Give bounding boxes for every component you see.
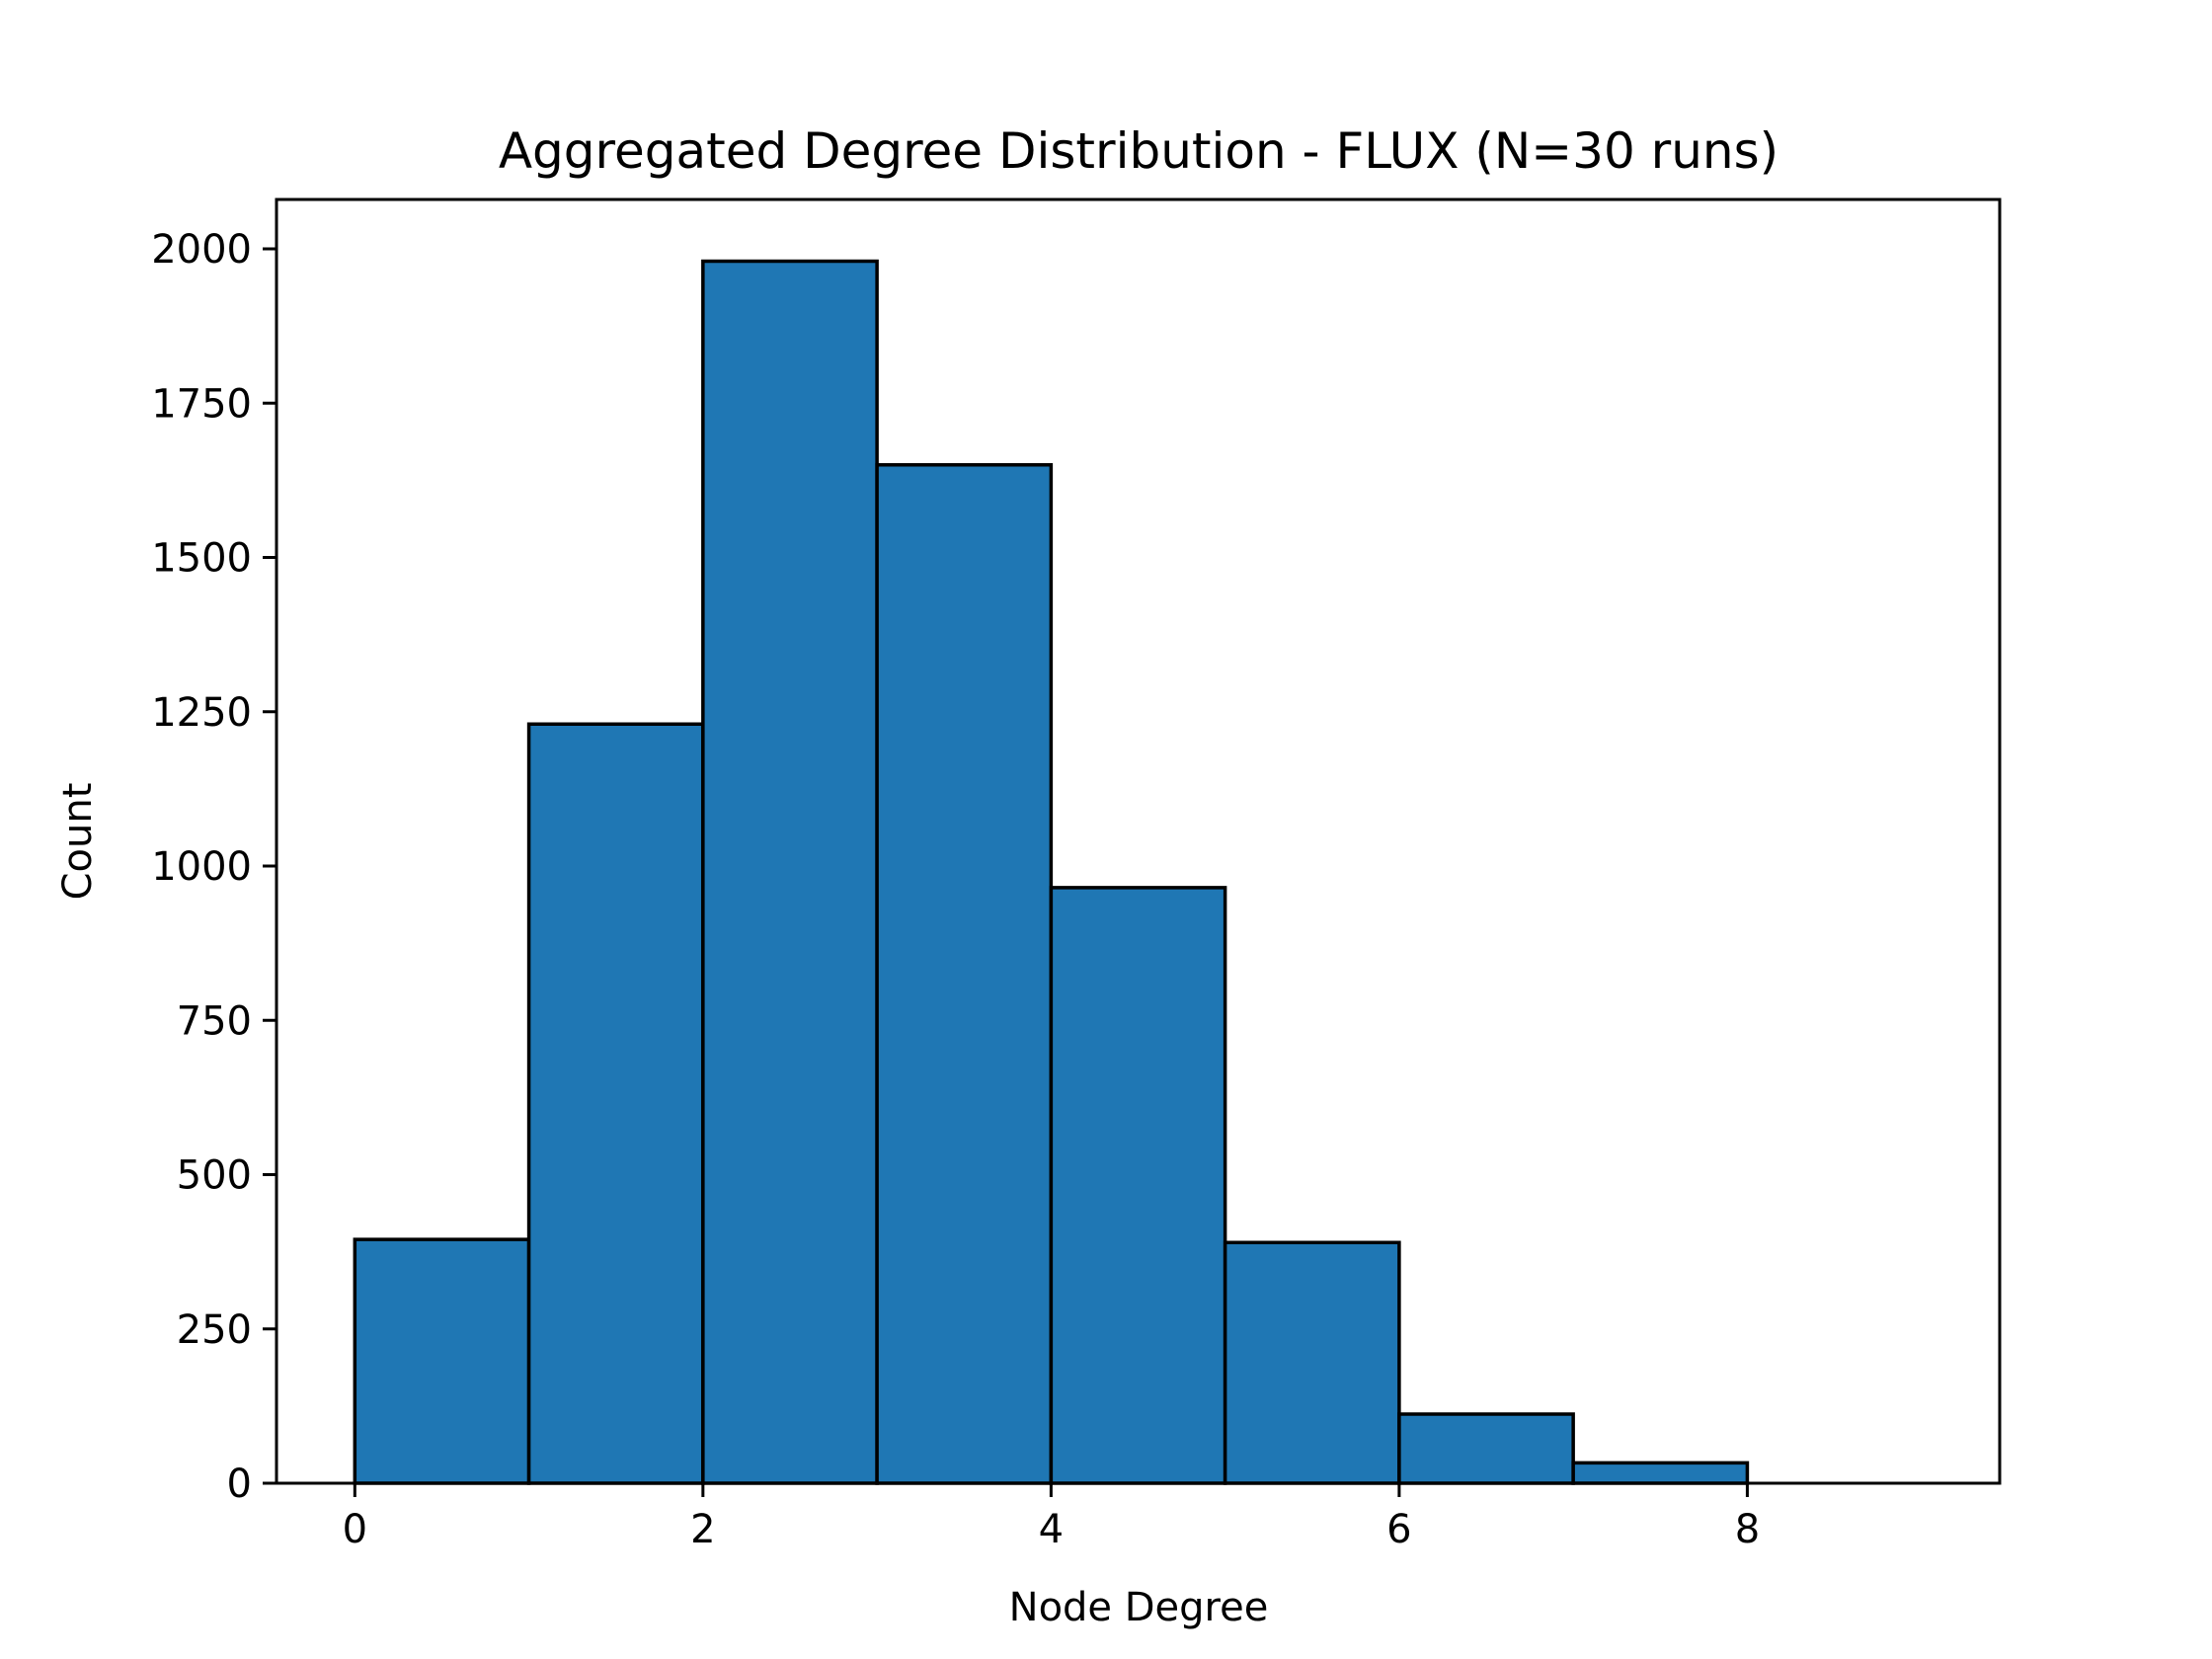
- x-tick-label: 0: [343, 1507, 367, 1552]
- histogram-bar-2: [701, 259, 879, 1485]
- histogram-bar-7: [1571, 1461, 1750, 1485]
- bars-group: [353, 259, 1750, 1485]
- y-tick-label: 0: [227, 1462, 252, 1507]
- y-tick-label: 500: [177, 1153, 252, 1199]
- x-tick-label: 4: [1039, 1507, 1064, 1552]
- x-tick-label: 2: [690, 1507, 715, 1552]
- y-tick-label: 750: [177, 998, 252, 1044]
- x-axis-label: Node Degree: [1009, 1585, 1269, 1630]
- y-tick-label: 1000: [151, 844, 252, 890]
- y-tick-label: 1500: [151, 536, 252, 582]
- x-tick-label: 8: [1735, 1507, 1760, 1552]
- y-tick-label: 1250: [151, 690, 252, 736]
- plot-frame: [275, 198, 2002, 1485]
- x-tick-label: 6: [1386, 1507, 1411, 1552]
- y-tick-label: 2000: [151, 227, 252, 273]
- histogram-bar-4: [1049, 886, 1227, 1485]
- histogram-bar-3: [875, 463, 1054, 1485]
- histogram-bar-1: [526, 722, 705, 1485]
- y-tick-label: 1750: [151, 381, 252, 427]
- y-axis-label: Count: [55, 783, 101, 901]
- ticks-group: 0 2 4 6 8 0 250 500 750 1000 1250 1500 1750 2000: [151, 227, 1760, 1552]
- histogram-bar-0: [353, 1237, 531, 1485]
- histogram-bar-6: [1397, 1412, 1575, 1485]
- chart-title: Aggregated Degree Distribution - FLUX (N…: [499, 122, 1778, 180]
- y-tick-label: 250: [177, 1307, 252, 1353]
- histogram-bar-5: [1223, 1240, 1401, 1485]
